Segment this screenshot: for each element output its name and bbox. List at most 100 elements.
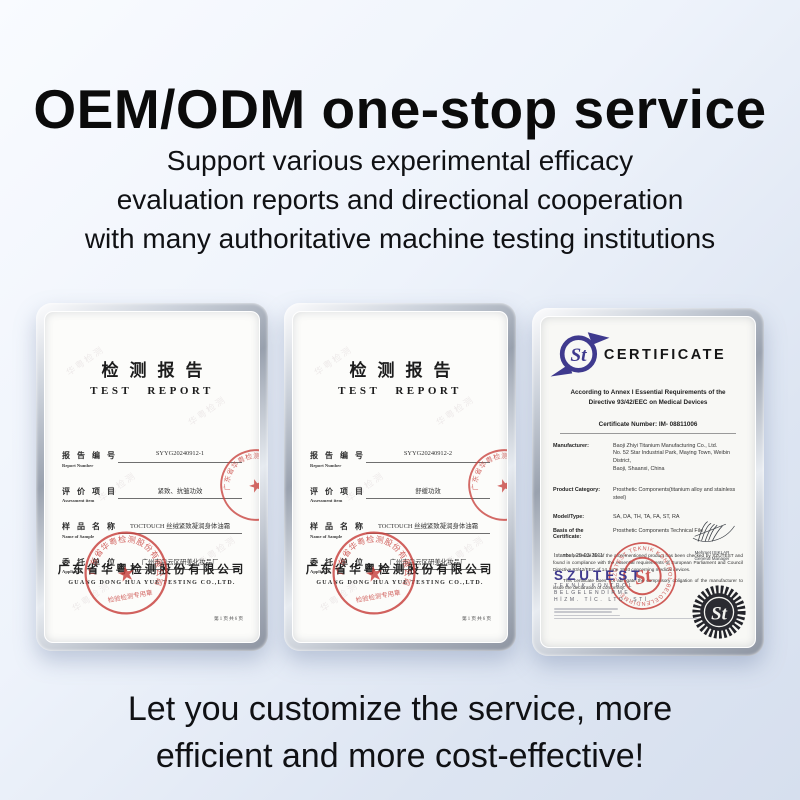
svg-text:★: ★ [116, 562, 138, 587]
szutest-logo-icon: St [550, 332, 610, 377]
certificate-field-row: Manufacturer: Baoji Zhiyi Titanium Manuf… [553, 443, 743, 474]
certificate-field-value: Prosthetic Components(titanium alloy and… [613, 486, 736, 501]
svg-text:检验检测专用章: 检验检测专用章 [355, 588, 401, 605]
footer-text: Let you customize the service, more effi… [0, 686, 800, 780]
address-lines [554, 608, 744, 620]
report-title-en: TEST REPORT [90, 385, 214, 397]
certificate-field-label: Basis of the Certificate: [553, 528, 584, 541]
report-field-value: SYYG20240912-2 [366, 450, 490, 463]
report-field-label-cn: 委 托 单 位 [310, 557, 366, 567]
report-title-cn: 检测报告 [101, 361, 214, 380]
watermark-text: 华粤检测 [186, 394, 229, 428]
certificate-date: Istanbul, 29-03-2011 [554, 553, 604, 559]
report-field-row: 评 价 项 目 Assessment item 紧致、抗皱功效 [62, 486, 242, 503]
test-report-2-paper: 华粤检测 华粤检测 华粤检测 华粤检测 华粤检测 检测报告 TEST REPOR… [292, 311, 508, 643]
szutest-org-line: TEKNİK KONTROL [554, 582, 635, 589]
report-field-label-cn: 评 价 项 目 [310, 486, 366, 496]
report-company-en: GUANG DONG HUA YUE TESTING CO.,LTD. [316, 580, 484, 586]
page-title: OEM/ODM one-stop service [33, 77, 767, 140]
report-company: 广东省华粤检测股份有限公司 GUANG DONG HUA YUE TESTING… [45, 561, 259, 586]
page-subtitle: Support various experimental efficacy ev… [0, 141, 800, 258]
szutest-org-block: SZUTEST TEKNİK KONTROL BELGELENDİRME HİZ… [554, 568, 744, 622]
red-stamp-icon: 广东省华粤检测股份有限公司 ★ 检验检测专用章 [329, 528, 416, 615]
signature-block: Mehmet IŞIKLAR General Manager [681, 519, 743, 564]
report-title-en: TEST REPORT [338, 385, 462, 397]
report-field-row: 委 托 单 位 Applicant 广州市白云区研美化妆品厂 [310, 557, 490, 574]
certificate-body: This certificate does not abrogate the c… [553, 578, 743, 591]
report-page-info: 第1页共6页 [462, 617, 492, 622]
svg-text:★: ★ [246, 474, 260, 498]
report-field-label-en: Assessment item [62, 498, 95, 503]
subtitle-line: with many authoritative machine testing … [84, 223, 716, 254]
certificate-field-row: Product Category: Prosthetic Components(… [553, 487, 743, 503]
certificate-field-label: Model/Type: [553, 514, 585, 521]
report-field-row: 报 告 编 号 Report Number SYYG20240912-2 [310, 450, 490, 468]
report-field-value: 广州市白云区研美化妆品厂 [366, 557, 490, 570]
svg-text:★: ★ [494, 474, 508, 498]
red-stamp-icon: 广东省华粤检测股份有限公司 ★ 检验检测专用章 [81, 528, 168, 615]
report-page-info: 第1页共6页 [214, 617, 244, 622]
certificate-field-value: Prosthetic Components Technical File [613, 528, 704, 535]
report-field-label-cn: 报 告 编 号 [62, 451, 118, 460]
watermark-text: 华粤检测 [434, 394, 477, 428]
certificate-field-value: SA, DA, TH, TA, FA, ST, RA [613, 514, 680, 521]
report-field-label-en: Applicant [62, 569, 82, 574]
footer-line: efficient and more cost-effective! [155, 737, 645, 775]
red-stamp-edge-icon: 广东省华粤检测股份有限公司 ★ [214, 442, 260, 521]
szutest-certificate-paper: St CERTIFICATE According to Annex I Esse… [540, 316, 756, 648]
subtitle-line: Support various experimental efficacy [166, 145, 634, 176]
certificates-row: 华粤检测 华粤检测 华粤检测 华粤检测 华粤检测 检测报告 TEST REPOR… [36, 303, 764, 656]
footer-line: Let you customize the service, more [127, 690, 673, 728]
szutest-org-name: SZUTEST [554, 567, 644, 583]
szutest-certificate-frame: St CERTIFICATE According to Annex I Esse… [532, 308, 764, 656]
report-company-en: GUANG DONG HUA YUE TESTING CO.,LTD. [68, 580, 236, 586]
szutest-seal-icon: St [692, 585, 746, 639]
report-company-cn: 广东省华粤检测股份有限公司 [57, 564, 247, 576]
report-field-value: TOCTOUCH 丝绒紧致凝润身体油霜 [118, 521, 242, 534]
report-field-row: 委 托 单 位 Applicant 广州市白云区研美化妆品厂 [62, 557, 242, 574]
certificate-title: CERTIFICATE [603, 347, 727, 363]
certificate-body: The technical file of the aforementioned… [553, 553, 743, 573]
signer-title: General Manager [694, 556, 730, 562]
report-field-row: 报 告 编 号 Report Number SYYG20240912-1 [62, 450, 242, 468]
certificate-field-row: Model/Type: SA, DA, TH, TA, FA, ST, RA [553, 514, 743, 522]
report-field-value: 舒缓功效 [366, 486, 490, 499]
report-field-label-en: Applicant [310, 569, 330, 574]
report-title-cn: 检测报告 [349, 361, 462, 380]
report-field-value: SYYG20240912-1 [118, 450, 242, 463]
report-field-row: 评 价 项 目 Assessment item 舒缓功效 [310, 486, 490, 503]
svg-text:St: St [632, 565, 653, 589]
report-company-cn: 广东省华粤检测股份有限公司 [305, 564, 495, 576]
certificate-number: Certificate Number: IM- 08811006 [560, 421, 736, 434]
svg-text:检验检测专用章: 检验检测专用章 [107, 588, 153, 605]
szutest-org-line: BELGELENDİRME [554, 589, 631, 596]
certificate-fields: Manufacturer: Baoji Zhiyi Titanium Manuf… [553, 443, 743, 541]
report-field-value: 紧致、抗皱功效 [118, 486, 242, 499]
test-report-1-paper: 华粤检测 华粤检测 华粤检测 华粤检测 华粤检测 检测报告 TEST REPOR… [44, 311, 260, 643]
report-field-label-cn: 评 价 项 目 [62, 486, 118, 496]
report-field-label-en: Assessment item [310, 498, 343, 503]
report-field-label-cn: 报 告 编 号 [310, 451, 366, 460]
report-field-value: 广州市白云区研美化妆品厂 [118, 557, 242, 570]
certificate-stamp-icon: SZUTEST TEKNİK KONTROL BELGELENDİRME St [606, 540, 679, 613]
signer-name: Mehmet IŞIKLAR [694, 549, 730, 555]
certificate-directive: According to Annex I Essential Requireme… [570, 389, 726, 406]
test-report-1-frame: 华粤检测 华粤检测 华粤检测 华粤检测 华粤检测 检测报告 TEST REPOR… [36, 303, 268, 651]
certificate-field-label: Product Category: [553, 486, 601, 493]
certificate-field-value: Baoji Zhiyi Titanium Manufacturing Co., … [613, 442, 730, 472]
certificate-field-label: Manufacturer: [553, 442, 589, 449]
report-field-label-cn: 样 品 名 称 [310, 522, 366, 531]
svg-text:St: St [711, 604, 727, 625]
report-fields: 报 告 编 号 Report Number SYYG20240912-2 评 价… [310, 450, 490, 592]
svg-text:St: St [570, 345, 587, 366]
szutest-org-line: HİZM. TİC. LTD. ŞTİ. [554, 597, 653, 603]
report-field-row: 样 品 名 称 Name of Sample TOCTOUCH 丝绒紧致凝润身体… [62, 521, 242, 539]
signature-icon [692, 520, 735, 542]
svg-text:★: ★ [364, 562, 386, 587]
report-field-label-cn: 样 品 名 称 [62, 522, 118, 531]
report-field-label-en: Name of Sample [310, 533, 343, 539]
subtitle-line: evaluation reports and directional coope… [116, 184, 684, 215]
report-field-label-en: Name of Sample [62, 533, 95, 539]
report-field-label-en: Report Number [310, 462, 342, 468]
